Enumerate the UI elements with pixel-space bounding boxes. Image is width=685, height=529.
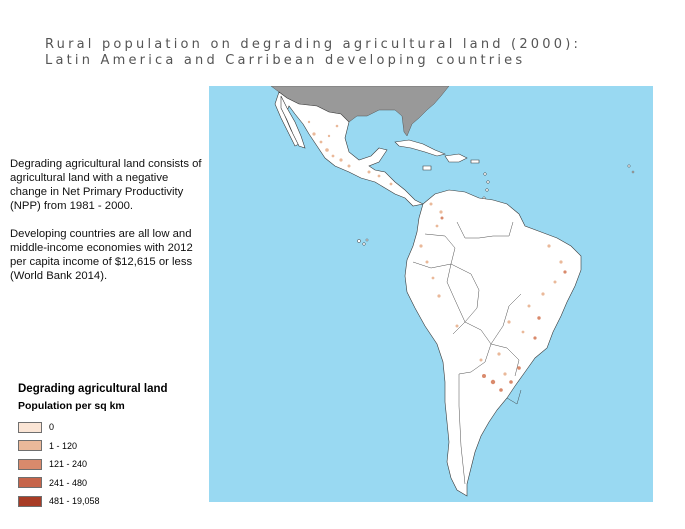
cuba [394, 139, 446, 157]
legend-item: 481 - 19,058 [18, 492, 168, 511]
legend-label: 121 - 240 [49, 459, 88, 470]
description-paragraph-2: Developing countries are all low and mid… [10, 228, 193, 282]
description-panel: Degrading agricultural land consists of … [10, 157, 205, 283]
legend-subtitle: Population per sq km [18, 400, 125, 412]
map-title: Rural population on degrading agricultur… [45, 37, 581, 69]
map-title-line-1: Rural population on degrading agricultur… [45, 37, 582, 52]
legend-swatch [18, 458, 42, 470]
legend-label: 481 - 19,058 [49, 496, 100, 507]
puerto-rico [470, 159, 480, 164]
degradation-spots [307, 120, 563, 376]
map-legend: Degrading agricultural land Population p… [18, 382, 168, 511]
legend-label: 241 - 480 [49, 477, 88, 488]
map-title-line-2: Latin America and Carribean developing c… [45, 53, 526, 68]
south-america [404, 189, 582, 497]
legend-swatch [18, 440, 42, 452]
map-frame [209, 86, 653, 502]
legend-swatch [18, 421, 42, 433]
legend-item: 0 [18, 418, 168, 437]
description-paragraph-1: Degrading agricultural land consists of … [10, 158, 202, 212]
lesser-antilles [482, 164, 635, 200]
galapagos-islands [357, 238, 369, 246]
legend-item: 121 - 240 [18, 455, 168, 474]
hispaniola [444, 153, 468, 163]
legend-title: Degrading agricultural land [18, 383, 168, 395]
legend-item: 1 - 120 [18, 437, 168, 456]
jamaica [422, 165, 432, 171]
legend-item: 241 - 480 [18, 474, 168, 493]
legend-swatch [18, 477, 42, 489]
legend-label: 1 - 120 [49, 440, 78, 451]
high-degradation-spots [440, 216, 567, 392]
legend-swatch [18, 495, 42, 507]
baja-california [280, 95, 306, 149]
legend-label: 0 [49, 422, 55, 433]
country-borders [412, 221, 522, 485]
